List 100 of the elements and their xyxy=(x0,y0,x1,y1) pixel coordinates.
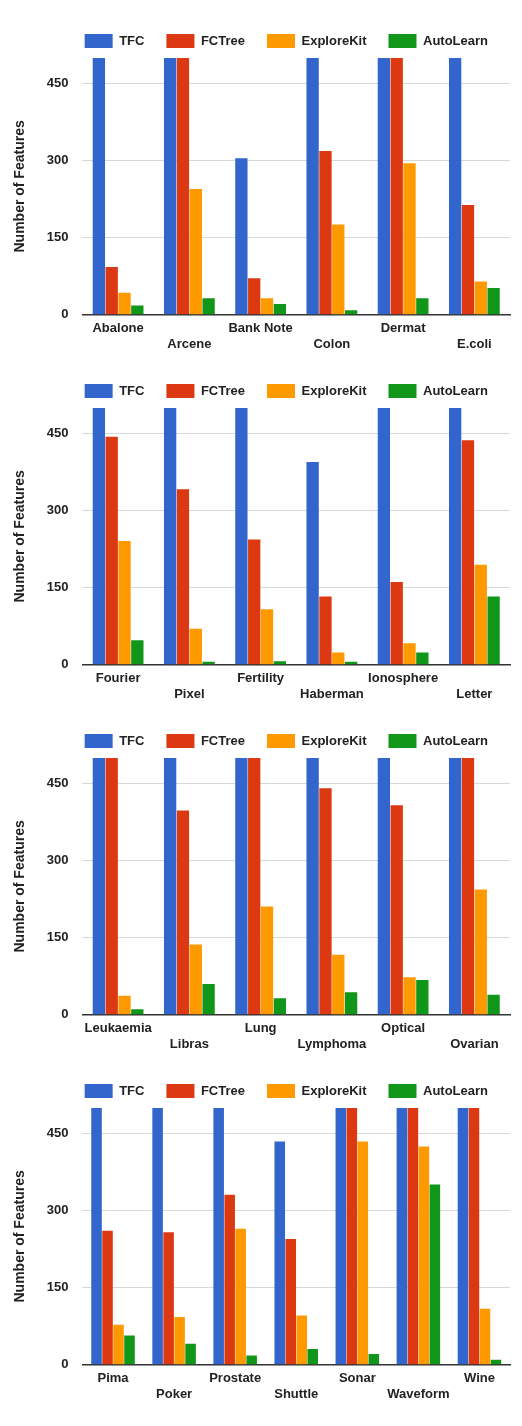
bar xyxy=(416,652,429,665)
bar xyxy=(248,539,261,665)
legend-label: ExploreKit xyxy=(301,382,368,398)
x-tick-label: Fourier xyxy=(95,670,141,686)
bar xyxy=(163,758,177,1015)
bar xyxy=(307,1348,319,1365)
y-axis-title: Number of Features xyxy=(11,820,28,953)
legend-label: AutoLearn xyxy=(423,382,489,398)
x-tick-label: Pima xyxy=(97,1370,130,1386)
bar xyxy=(487,596,500,665)
x-tick-label: Ovarian xyxy=(450,1035,499,1051)
bar xyxy=(118,541,131,665)
bar xyxy=(163,1232,174,1365)
bar xyxy=(319,788,332,1015)
x-tick-label: Waveform xyxy=(387,1385,450,1401)
y-axis-title: Number of Features xyxy=(11,1170,28,1303)
x-tick-label: Haberman xyxy=(300,685,364,701)
x-tick-label: Leukaemia xyxy=(84,1020,153,1036)
bar xyxy=(461,440,475,665)
x-tick-label: Dermat xyxy=(380,320,427,336)
bar xyxy=(357,1141,369,1365)
bar xyxy=(487,994,500,1015)
bar xyxy=(285,1238,297,1365)
y-axis-title: Number of Features xyxy=(11,470,28,603)
legend-label: FCTree xyxy=(200,382,245,398)
bar xyxy=(416,979,429,1015)
bar xyxy=(163,58,177,315)
bar xyxy=(403,977,416,1015)
bar xyxy=(235,408,248,665)
bar xyxy=(102,1230,113,1365)
bar xyxy=(189,188,202,315)
bar xyxy=(131,1009,144,1015)
bar xyxy=(335,1108,347,1365)
x-tick-label: Arcene xyxy=(167,335,212,351)
bar xyxy=(368,1354,380,1365)
bar xyxy=(332,224,345,315)
bar xyxy=(260,906,274,1015)
bar xyxy=(235,1228,246,1365)
x-tick-label: Poker xyxy=(156,1385,193,1401)
legend-label: ExploreKit xyxy=(301,732,368,748)
bar xyxy=(296,1315,308,1365)
y-tick-label: 450 xyxy=(46,775,69,791)
x-tick-label: Letter xyxy=(456,685,493,701)
y-tick-label: 150 xyxy=(46,929,69,945)
x-tick-label: Lymphoma xyxy=(297,1035,368,1051)
bar xyxy=(457,1108,469,1365)
y-tick-label: 300 xyxy=(46,502,69,518)
bar xyxy=(390,805,403,1015)
bar xyxy=(377,58,391,315)
y-tick-label: 0 xyxy=(61,1006,69,1022)
bar xyxy=(185,1343,196,1365)
bar xyxy=(448,408,462,665)
y-tick-label: 150 xyxy=(46,579,69,595)
bar xyxy=(260,298,274,315)
y-tick-label: 0 xyxy=(61,656,69,672)
bar xyxy=(403,163,416,315)
bar xyxy=(429,1184,441,1365)
bar xyxy=(92,408,106,665)
bar xyxy=(377,408,391,665)
bar xyxy=(260,609,274,665)
bar xyxy=(118,995,131,1015)
legend-label: TFC xyxy=(119,382,146,398)
bar xyxy=(306,58,319,315)
x-tick-label: Libras xyxy=(169,1035,209,1051)
x-tick-label: Prostate xyxy=(209,1370,262,1386)
bar xyxy=(474,889,487,1015)
y-tick-label: 150 xyxy=(46,1279,69,1295)
bar xyxy=(274,1141,286,1365)
bar xyxy=(131,640,144,665)
legend-label: FCTree xyxy=(200,1082,245,1098)
bar xyxy=(113,1324,124,1365)
bar xyxy=(163,408,177,665)
bar xyxy=(176,58,190,315)
bar xyxy=(344,992,358,1015)
bar xyxy=(461,204,475,315)
legend-label: FCTree xyxy=(200,32,245,48)
y-tick-label: 0 xyxy=(61,1356,69,1372)
x-tick-label: Fertility xyxy=(237,670,285,686)
bar xyxy=(124,1335,135,1365)
bar xyxy=(332,954,345,1015)
bar xyxy=(377,758,391,1015)
bar xyxy=(174,1317,185,1365)
legend-label: ExploreKit xyxy=(301,32,368,48)
bar xyxy=(487,288,500,315)
bar xyxy=(189,628,202,665)
y-tick-label: 150 xyxy=(46,229,69,245)
legend-label: AutoLearn xyxy=(423,732,489,748)
legend-label: TFC xyxy=(119,1082,146,1098)
x-tick-label: Wine xyxy=(463,1370,495,1386)
bar xyxy=(306,461,319,665)
legend-label: AutoLearn xyxy=(423,32,489,48)
bar xyxy=(332,652,345,665)
legend-label: TFC xyxy=(119,732,146,748)
bar xyxy=(176,489,190,665)
bar xyxy=(403,643,416,665)
bar xyxy=(248,278,261,315)
x-tick-label: Optical xyxy=(381,1020,426,1036)
bar xyxy=(105,267,118,315)
x-tick-label: Shuttle xyxy=(274,1385,319,1401)
bar xyxy=(202,298,215,315)
